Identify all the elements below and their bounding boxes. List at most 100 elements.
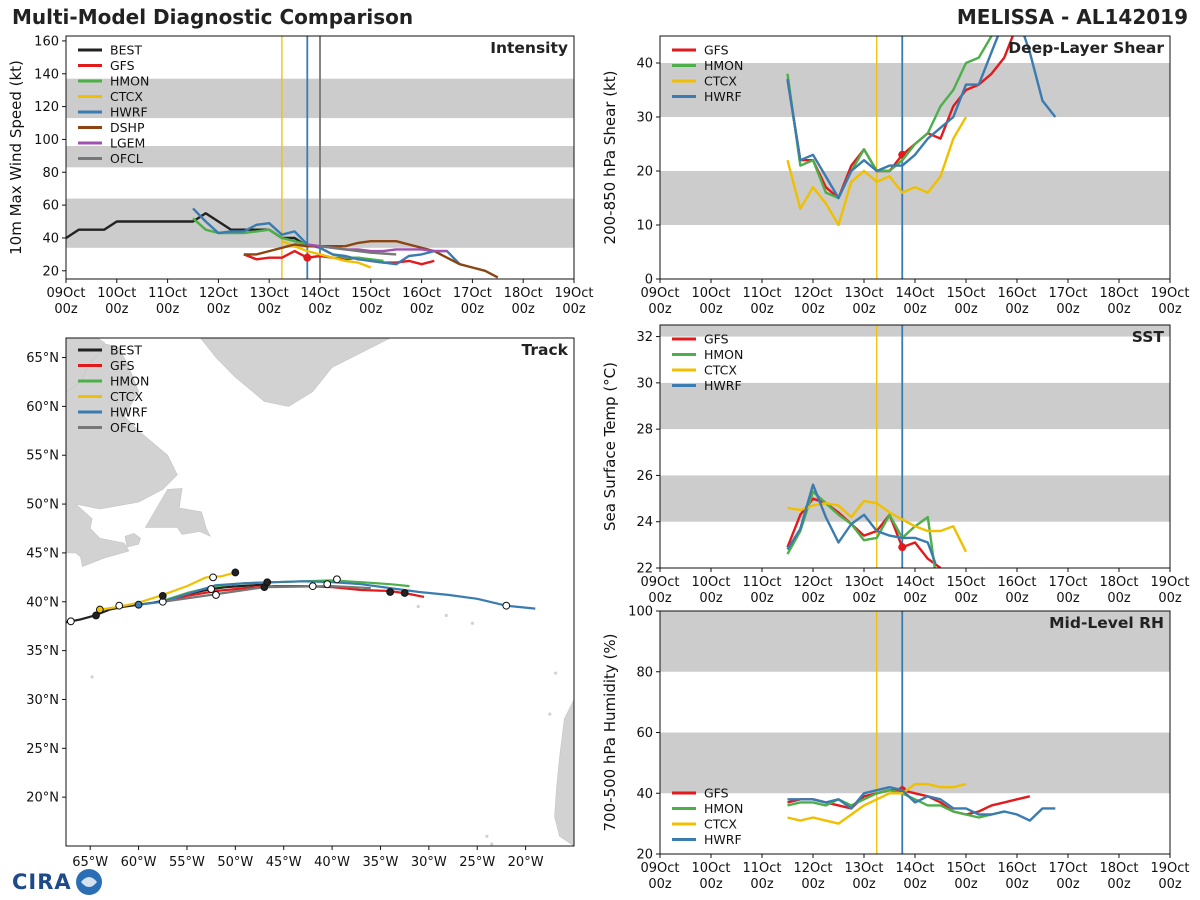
- x-tick-label-sst: 00z: [648, 591, 672, 606]
- legend-label-track-gfs: GFS: [110, 358, 135, 373]
- x-tick-label-shear: 00z: [1056, 302, 1080, 317]
- y-tick-label-rh: 20: [636, 848, 653, 863]
- x-tick-label-rh: 17Oct: [1048, 861, 1087, 876]
- track-marker-best: [231, 568, 240, 577]
- legend-label-track-hwrf: HWRF: [110, 405, 148, 420]
- legend-label-intensity-ctcx: CTCX: [110, 89, 143, 104]
- y-tick-label-sst: 26: [636, 469, 653, 484]
- x-tick-label-rh: 00z: [750, 877, 774, 892]
- y-tick-label-intensity: 80: [42, 166, 59, 181]
- y-tick-label-shear: 30: [636, 111, 653, 126]
- series-line-rh-ctcx: [787, 782, 967, 825]
- y-tick-label-track: 35°N: [26, 644, 59, 659]
- x-tick-label-rh: 13Oct: [844, 861, 883, 876]
- y-tick-label-rh: 80: [636, 665, 653, 680]
- panel-title-shear: Deep-Layer Shear: [1008, 39, 1164, 57]
- x-tick-label-sst: 17Oct: [1048, 575, 1087, 590]
- x-tick-label-rh: 00z: [648, 877, 672, 892]
- x-tick-label-sst: 12Oct: [793, 575, 832, 590]
- series-marker-sst-gfs: [898, 543, 907, 552]
- africa-landmass: [554, 699, 574, 846]
- track-marker-best: [400, 589, 409, 597]
- x-tick-label-shear: 00z: [1005, 302, 1029, 317]
- legend-label-sst-ctcx: CTCX: [704, 363, 737, 378]
- y-tick-label-rh: 60: [636, 726, 653, 741]
- y-tick-label-track: 25°N: [26, 742, 59, 757]
- legend-label-rh-hwrf: HWRF: [704, 832, 742, 847]
- y-tick-label-track: 40°N: [26, 595, 59, 610]
- x-tick-label-sst: 19Oct: [1150, 575, 1189, 590]
- x-tick-label-sst: 00z: [1056, 591, 1080, 606]
- x-tick-label-intensity: 00z: [258, 302, 282, 317]
- x-tick-label-rh: 00z: [1107, 877, 1131, 892]
- x-tick-label-shear: 19Oct: [1150, 286, 1189, 301]
- series-line-sst-gfs: [786, 497, 942, 568]
- island-landmass: [490, 842, 494, 846]
- cape-breton-landmass: [124, 533, 141, 548]
- x-tick-label-track: 45°W: [266, 855, 302, 870]
- legend-label-track-hmon: HMON: [110, 374, 149, 389]
- y-tick-label-shear: 0: [645, 273, 653, 288]
- x-tick-label-sst: 00z: [852, 591, 876, 606]
- x-tick-label-track: 25°W: [459, 855, 495, 870]
- series-line-intensity-ofcl: [319, 245, 397, 256]
- x-tick-label-shear: 00z: [1107, 302, 1131, 317]
- x-tick-label-intensity: 17Oct: [453, 286, 492, 301]
- track-marker-best: [386, 588, 395, 596]
- x-tick-label-intensity: 13Oct: [250, 286, 289, 301]
- x-tick-label-intensity: 18Oct: [504, 286, 543, 301]
- x-tick-label-sst: 11Oct: [742, 575, 781, 590]
- y-tick-label-intensity: 160: [34, 34, 59, 49]
- y-tick-label-sst: 28: [636, 423, 653, 438]
- x-tick-label-shear: 00z: [954, 302, 978, 317]
- x-tick-label-rh: 00z: [1056, 877, 1080, 892]
- x-tick-label-shear: 00z: [699, 302, 723, 317]
- x-tick-label-rh: 00z: [852, 877, 876, 892]
- y-tick-label-track: 20°N: [26, 791, 59, 806]
- x-tick-label-intensity: 11Oct: [148, 286, 187, 301]
- track-marker-best: [209, 573, 217, 582]
- x-tick-label-intensity: 09Oct: [46, 286, 85, 301]
- panel-title-sst: SST: [1132, 328, 1165, 346]
- y-tick-label-intensity: 40: [42, 231, 59, 246]
- newfoundland-landmass: [144, 488, 211, 537]
- x-tick-label-sst: 00z: [1107, 591, 1131, 606]
- x-tick-label-sst: 16Oct: [997, 575, 1036, 590]
- y-tick-label-intensity: 60: [42, 199, 59, 214]
- y-tick-label-track: 65°N: [26, 351, 59, 366]
- series-line-intensity-hwrf: [192, 207, 461, 266]
- shading-band-sst: [660, 475, 1170, 522]
- x-tick-label-intensity: 00z: [461, 302, 485, 317]
- x-tick-label-rh: 18Oct: [1099, 861, 1138, 876]
- legend-label-shear-gfs: GFS: [704, 43, 729, 58]
- x-tick-label-intensity: 00z: [207, 302, 231, 317]
- x-tick-label-sst: 09Oct: [640, 575, 679, 590]
- x-tick-label-shear: 00z: [903, 302, 927, 317]
- legend-label-intensity-ofcl: OFCL: [110, 151, 143, 166]
- legend-label-sst-hwrf: HWRF: [704, 378, 742, 393]
- x-tick-label-intensity: 00z: [410, 302, 434, 317]
- x-tick-label-sst: 00z: [801, 591, 825, 606]
- x-tick-label-rh: 00z: [1158, 877, 1182, 892]
- legend-label-track-best: BEST: [110, 343, 142, 358]
- series-marker-intensity-gfs: [303, 253, 312, 262]
- x-tick-label-track: 60°W: [121, 855, 157, 870]
- x-tick-label-rh: 00z: [699, 877, 723, 892]
- panel-sst: 22242628303209Oct00z10Oct00z11Oct00z12Oc…: [601, 324, 1190, 606]
- x-tick-label-sst: 00z: [903, 591, 927, 606]
- series-line-rh-hwrf: [787, 786, 1056, 822]
- legend-label-shear-hwrf: HWRF: [704, 89, 742, 104]
- series-line-intensity-ctcx: [281, 240, 372, 269]
- y-tick-label-track: 45°N: [26, 546, 59, 561]
- legend-label-shear-hmon: HMON: [704, 58, 743, 73]
- legend-label-sst-gfs: GFS: [704, 332, 729, 347]
- y-tick-label-track: 30°N: [26, 693, 59, 708]
- x-tick-label-shear: 00z: [801, 302, 825, 317]
- y-tick-label-shear: 10: [636, 219, 653, 234]
- legend-label-intensity-hmon: HMON: [110, 74, 149, 89]
- y-tick-label-rh: 100: [628, 605, 653, 620]
- x-tick-label-intensity: 00z: [562, 302, 586, 317]
- x-tick-label-shear: 13Oct: [844, 286, 883, 301]
- x-tick-label-track: 40°W: [314, 855, 350, 870]
- x-tick-label-intensity: 14Oct: [300, 286, 339, 301]
